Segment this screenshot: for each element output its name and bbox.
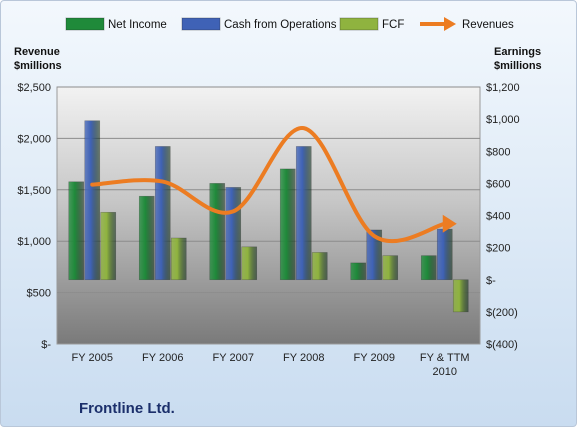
category-label: 2010 (433, 366, 457, 378)
bar-cash-from-operations (366, 229, 383, 281)
category-label: FY & TTM (420, 352, 470, 364)
bar-net-income (420, 255, 437, 281)
legend-label: Cash from Operations (224, 19, 337, 31)
legend-label: Net Income (108, 19, 167, 31)
left-axis-title: Revenue (14, 46, 60, 58)
company-name: Frontline Ltd. (79, 400, 175, 417)
bar-net-income (209, 183, 226, 281)
bar-fcf (100, 211, 117, 281)
category-label: FY 2005 (72, 352, 113, 364)
category-label: FY 2008 (283, 352, 324, 364)
bar-net-income (138, 195, 155, 281)
right-tick-label: $1,000 (486, 114, 520, 126)
right-tick-label: $600 (486, 178, 510, 190)
bar-net-income (279, 168, 296, 281)
bar-fcf (170, 237, 187, 281)
legend-swatch (339, 17, 379, 31)
category-label: FY 2006 (142, 352, 183, 364)
plot-area (56, 86, 481, 345)
legend-label: FCF (382, 19, 404, 31)
bar-fcf (452, 279, 469, 313)
left-tick-label: $2,000 (17, 133, 51, 145)
bar-cash-from-operations (295, 146, 312, 281)
left-axis-title: $millions (14, 60, 62, 72)
right-tick-label: $400 (486, 211, 510, 223)
bar-fcf (311, 252, 328, 281)
bar-fcf (241, 246, 258, 281)
right-tick-label: $(400) (486, 339, 518, 351)
revenue-line (90, 126, 447, 244)
bar-cash-from-operations (84, 120, 101, 281)
bar-cash-from-operations (436, 228, 453, 281)
left-tick-label: $- (41, 339, 51, 351)
right-tick-label: $800 (486, 146, 510, 158)
category-label: FY 2007 (213, 352, 254, 364)
legend-swatch (181, 17, 221, 31)
bar-net-income (68, 181, 85, 281)
left-tick-label: $500 (27, 288, 51, 300)
right-axis-title: Earnings (494, 46, 541, 58)
category-label: FY 2009 (354, 352, 395, 364)
legend-arrow (444, 17, 456, 31)
legend-label: Revenues (462, 19, 514, 31)
right-tick-label: $1,200 (486, 82, 520, 94)
left-tick-label: $2,500 (17, 82, 51, 94)
left-tick-label: $1,000 (17, 236, 51, 248)
legend-swatch (65, 17, 105, 31)
bar-cash-from-operations (154, 146, 171, 281)
bar-cash-from-operations (225, 187, 242, 281)
right-tick-label: $- (486, 275, 496, 287)
bar-fcf (382, 255, 399, 281)
right-axis-title: $millions (494, 60, 542, 72)
right-tick-label: $(200) (486, 307, 518, 319)
revenue-arrowhead (442, 214, 457, 233)
bar-net-income (350, 262, 367, 281)
left-tick-label: $1,500 (17, 185, 51, 197)
right-tick-label: $200 (486, 243, 510, 255)
